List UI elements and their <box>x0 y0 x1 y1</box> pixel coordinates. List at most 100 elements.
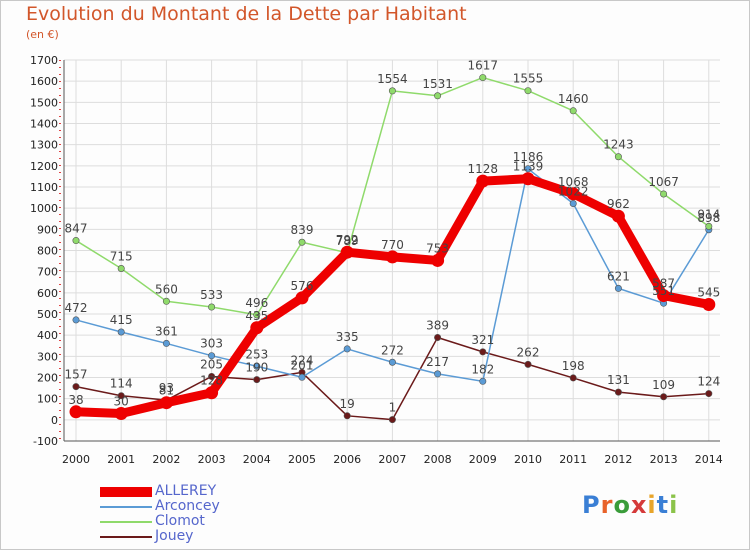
data-point-arconcey <box>524 165 532 173</box>
data-point-arconcey <box>162 339 170 347</box>
y-tick-label: 400 <box>37 329 58 342</box>
legend-swatch-allerey <box>100 487 152 497</box>
data-point-clomot <box>298 238 306 246</box>
x-tick-label: 2012 <box>604 453 632 466</box>
legend-label-arconcey: Arconcey <box>155 498 220 514</box>
chart-legend: ALLEREY Arconcey Clomot Jouey <box>100 483 300 545</box>
data-point-clomot <box>660 190 668 198</box>
data-label-allerey: 1128 <box>468 162 499 176</box>
legend-label-jouey: Jouey <box>155 528 194 544</box>
x-tick-label: 2003 <box>198 453 226 466</box>
data-point-arconcey <box>117 328 125 336</box>
data-label-clomot: 839 <box>291 223 314 237</box>
data-point-arconcey <box>388 358 396 366</box>
data-label-jouey: 198 <box>562 359 585 373</box>
data-label-arconcey: 415 <box>110 313 133 327</box>
data-label-jouey: 190 <box>245 361 268 375</box>
data-point-allerey <box>295 291 309 305</box>
data-point-clomot <box>614 153 622 161</box>
x-tick-label: 2002 <box>152 453 180 466</box>
logo-letter: t <box>656 491 670 519</box>
data-label-allerey: 128 <box>200 374 223 388</box>
x-tick-label: 2001 <box>107 453 135 466</box>
data-label-clomot: 914 <box>697 207 720 221</box>
legend-item-allerey: ALLEREY <box>100 483 300 500</box>
data-label-allerey: 587 <box>652 277 675 291</box>
data-label-arconcey: 272 <box>381 343 404 357</box>
data-point-clomot <box>208 303 216 311</box>
y-tick-label: 1400 <box>30 118 58 131</box>
data-label-allerey: 770 <box>381 238 404 252</box>
data-point-clomot <box>162 297 170 305</box>
data-point-allerey <box>69 405 83 419</box>
data-label-jouey: 262 <box>517 345 540 359</box>
y-tick-label: 1700 <box>30 54 58 67</box>
data-point-jouey <box>388 416 396 424</box>
data-label-arconcey: 335 <box>336 330 359 344</box>
logo-letter: i <box>647 491 657 519</box>
data-label-allerey: 962 <box>607 197 630 211</box>
data-point-jouey <box>434 333 442 341</box>
data-label-clomot: 1555 <box>513 72 544 86</box>
data-label-clomot: 789 <box>336 234 359 248</box>
data-label-allerey: 435 <box>245 309 268 323</box>
data-point-allerey <box>566 187 580 201</box>
y-tick-label: 1300 <box>30 139 58 152</box>
data-point-allerey <box>250 321 264 335</box>
data-point-clomot <box>479 74 487 82</box>
legend-label-allerey: ALLEREY <box>155 483 217 499</box>
data-point-allerey <box>385 250 399 264</box>
data-label-clomot: 1617 <box>468 59 499 73</box>
x-tick-label: 2000 <box>62 453 90 466</box>
logo-letter: x <box>630 491 648 519</box>
y-tick-label: 200 <box>37 372 58 385</box>
x-tick-label: 2004 <box>243 453 271 466</box>
data-point-clomot <box>72 237 80 245</box>
data-point-clomot <box>434 92 442 100</box>
legend-item-clomot: Clomot <box>100 513 300 530</box>
data-label-jouey: 205 <box>200 357 223 371</box>
data-point-arconcey <box>434 370 442 378</box>
x-tick-label: 2013 <box>650 453 678 466</box>
x-tick-label: 2009 <box>469 453 497 466</box>
data-label-allerey: 576 <box>291 279 314 293</box>
y-tick-label: 1100 <box>30 181 58 194</box>
data-point-jouey <box>117 392 125 400</box>
data-label-arconcey: 217 <box>426 355 449 369</box>
data-label-allerey: 1068 <box>558 175 589 189</box>
y-tick-label: 300 <box>37 350 58 363</box>
x-tick-label: 2011 <box>559 453 587 466</box>
data-label-clomot: 1460 <box>558 92 589 106</box>
data-label-jouey: 224 <box>291 353 314 367</box>
data-point-clomot <box>117 264 125 272</box>
data-label-allerey: 81 <box>159 384 174 398</box>
data-point-allerey <box>114 406 128 420</box>
y-tick-label: -100 <box>33 435 58 448</box>
data-label-jouey: 19 <box>340 397 355 411</box>
data-label-jouey: 389 <box>426 318 449 332</box>
data-label-jouey: 157 <box>65 368 88 382</box>
y-tick-label: 500 <box>37 308 58 321</box>
data-point-jouey <box>208 372 216 380</box>
x-tick-label: 2006 <box>333 453 361 466</box>
data-label-allerey: 545 <box>697 285 720 299</box>
data-label-allerey: 753 <box>426 241 449 255</box>
data-point-allerey <box>521 172 535 186</box>
data-label-jouey: 109 <box>652 378 675 392</box>
y-tick-label: 1600 <box>30 75 58 88</box>
data-point-allerey <box>702 297 716 311</box>
data-label-arconcey: 1186 <box>513 150 544 164</box>
proxiti-logo: Proxiti <box>582 491 678 519</box>
data-label-jouey: 124 <box>697 375 720 389</box>
legend-label-clomot: Clomot <box>155 513 205 529</box>
logo-letter: i <box>669 491 679 519</box>
y-tick-label: 100 <box>37 393 58 406</box>
logo-letter: P <box>582 491 601 519</box>
data-point-jouey <box>705 390 713 398</box>
data-label-allerey: 792 <box>336 233 359 247</box>
data-label-jouey: 93 <box>159 381 174 395</box>
data-label-arconcey: 551 <box>652 284 675 298</box>
data-point-jouey <box>343 412 351 420</box>
data-point-arconcey <box>298 373 306 381</box>
